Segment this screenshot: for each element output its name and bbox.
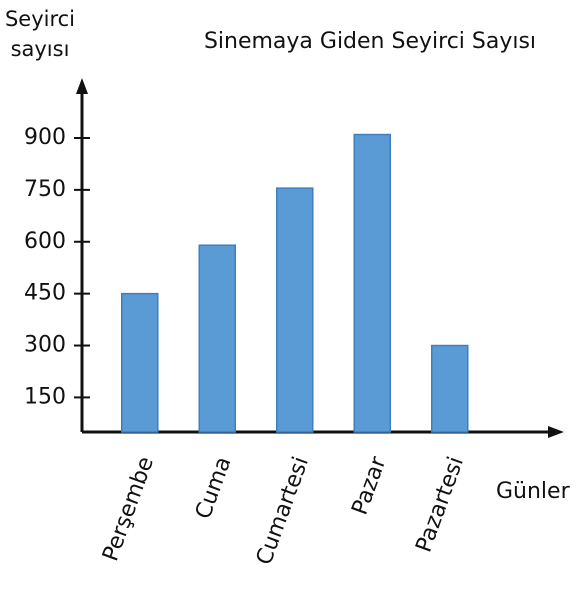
- bar: [198, 244, 236, 433]
- y-tick-label: 900: [24, 125, 66, 150]
- y-tick-label: 300: [24, 333, 66, 358]
- bar: [431, 344, 469, 433]
- bar: [121, 292, 159, 433]
- x-tick-label: Pazartesi: [411, 454, 469, 556]
- y-tick-label: 600: [24, 229, 66, 254]
- y-tick-label: 150: [24, 384, 66, 409]
- x-axis-label: Günler: [496, 479, 571, 504]
- y-axis-label: Seyirci sayısı: [4, 7, 76, 62]
- bar: [276, 187, 314, 433]
- y-tick-label: 750: [24, 177, 66, 202]
- bar: [353, 133, 391, 433]
- x-tick-label: Cumartesi: [252, 454, 314, 569]
- x-tick-label: Cuma: [191, 454, 236, 523]
- y-axis-arrow: [76, 78, 88, 94]
- chart-title: Sinemaya Giden Seyirci Sayısı: [203, 29, 537, 54]
- x-axis-arrow: [548, 426, 564, 438]
- x-tick-label: Pazar: [348, 453, 392, 519]
- x-tick-label: Perşembe: [98, 454, 159, 565]
- y-tick-label: 450: [24, 281, 66, 306]
